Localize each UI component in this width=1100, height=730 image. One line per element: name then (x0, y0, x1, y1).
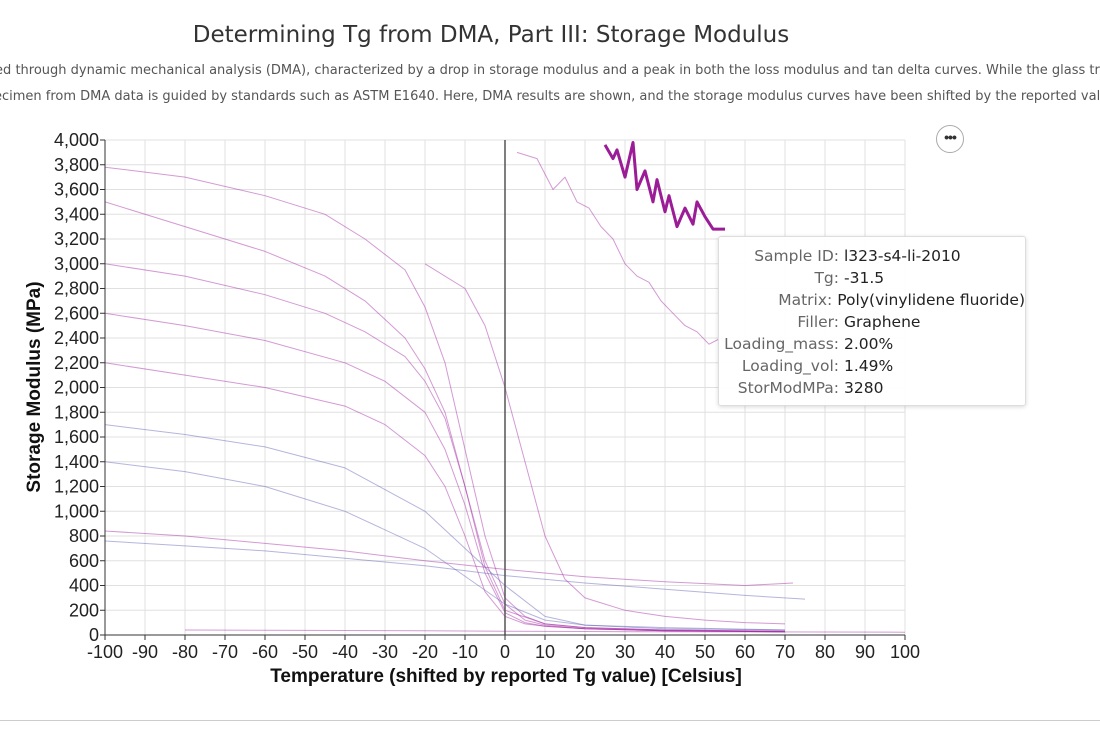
x-tick-label: 40 (655, 642, 675, 662)
x-tick-label: -90 (132, 642, 158, 662)
y-tick-label: 3,200 (54, 229, 99, 249)
y-axis-label: Storage Modulus (MPa) (24, 281, 45, 492)
tooltip-key: Filler: (797, 313, 839, 331)
x-tick-label: -20 (412, 642, 438, 662)
y-tick-label: 2,400 (54, 328, 99, 348)
y-tick-label: 0 (89, 625, 99, 645)
series-line[interactable] (105, 166, 786, 632)
tooltip-value: Poly(vinylidene fluoride) (837, 291, 1025, 309)
y-tick-label: 3,800 (54, 155, 99, 175)
tooltip-value: 2.00% (844, 335, 894, 353)
tooltip-key: Tg: (814, 269, 839, 287)
x-tick-label: 60 (735, 642, 755, 662)
series-line[interactable] (105, 424, 786, 631)
tooltip-row: Sample ID: l323-s4-li-2010 (719, 245, 1025, 267)
tooltip-value: 3280 (844, 379, 884, 397)
tooltip-key: Loading_mass: (724, 335, 839, 353)
y-tick-label: 600 (69, 551, 99, 571)
y-tick-label: 1,600 (54, 427, 99, 447)
series-line[interactable] (105, 312, 786, 633)
x-tick-label: 100 (890, 642, 920, 662)
series-line[interactable] (516, 151, 746, 358)
x-tick-label: 20 (575, 642, 595, 662)
ellipsis-icon: ••• (944, 128, 957, 145)
series-line[interactable] (105, 461, 786, 631)
x-tick-label: 0 (500, 642, 510, 662)
tooltip-value: -31.5 (844, 269, 885, 287)
series-line[interactable] (105, 540, 806, 600)
series-line[interactable] (105, 263, 786, 633)
series-lines (105, 141, 905, 633)
tooltip-key: Sample ID: (754, 247, 839, 265)
x-tick-label: -50 (292, 642, 318, 662)
description-line-1: red through dynamic mechanical analysis … (0, 63, 1100, 78)
divider (0, 720, 1100, 721)
series-line[interactable] (184, 629, 905, 633)
x-tick-label: -40 (332, 642, 358, 662)
x-tick-label: -80 (172, 642, 198, 662)
tooltip-value: Graphene (844, 313, 921, 331)
x-tick-label: 90 (855, 642, 875, 662)
tooltip-row: Loading_vol: 1.49% (719, 355, 1025, 377)
y-tick-label: 1,400 (54, 452, 99, 472)
series-line[interactable] (424, 263, 786, 625)
y-tick-label: 3,000 (54, 254, 99, 274)
y-tick-label: 3,600 (54, 180, 99, 200)
axes: -100 -90 -80 -70 -60 -50 -40 -30 -20 -10 0 10 20 30 40… (54, 130, 920, 662)
x-tick-label: 30 (615, 642, 635, 662)
series-line[interactable] (105, 362, 786, 633)
y-tick-label: 3,400 (54, 204, 99, 224)
more-options-button[interactable]: ••• (936, 125, 964, 153)
y-tick-label: 2,000 (54, 378, 99, 398)
y-tick-label: 1,000 (54, 501, 99, 521)
y-tick-label: 200 (69, 600, 99, 620)
y-tick-label: 800 (69, 526, 99, 546)
tooltip-row: StorModMPa: 3280 (719, 377, 1025, 399)
tooltip-value: 1.49% (844, 357, 894, 375)
x-tick-label: 70 (775, 642, 795, 662)
series-line[interactable] (105, 201, 786, 632)
tooltip-row: Filler: Graphene (719, 311, 1025, 333)
x-tick-label: 50 (695, 642, 715, 662)
y-tick-label: 1,800 (54, 402, 99, 422)
x-tick-label: -70 (212, 642, 238, 662)
y-tick-label: 1,200 (54, 477, 99, 497)
y-tick-label: 2,600 (54, 303, 99, 323)
x-axis-label: Temperature (shifted by reported Tg valu… (270, 666, 742, 687)
tooltip-row: Tg: -31.5 (719, 267, 1025, 289)
tooltip-key: StorModMPa: (737, 379, 839, 397)
y-tick-label: 2,200 (54, 353, 99, 373)
x-tick-label: 10 (535, 642, 555, 662)
tooltip-key: Matrix: (778, 291, 833, 309)
x-tick-label: -10 (452, 642, 478, 662)
y-tick-label: 400 (69, 576, 99, 596)
y-tick-label: 2,800 (54, 279, 99, 299)
series-line[interactable] (603, 141, 725, 231)
series-line[interactable] (105, 530, 794, 586)
hover-tooltip: Sample ID: l323-s4-li-2010 Tg: -31.5 Matrix:… (718, 236, 1026, 406)
chart-title: Determining Tg from DMA, Part III: Stora… (192, 22, 790, 48)
tooltip-value: l323-s4-li-2010 (844, 247, 961, 265)
tooltip-key: Loading_vol: (741, 357, 839, 375)
tooltip-row: Matrix: Poly(vinylidene fluoride) (719, 289, 1025, 311)
x-tick-label: -60 (252, 642, 278, 662)
description-line-2: ecimen from DMA data is guided by standa… (0, 89, 1100, 104)
tooltip-row: Loading_mass: 2.00% (719, 333, 1025, 355)
x-tick-label: 80 (815, 642, 835, 662)
x-tick-label: -30 (372, 642, 398, 662)
x-tick-label: -100 (87, 642, 123, 662)
y-tick-label: 4,000 (54, 130, 99, 150)
